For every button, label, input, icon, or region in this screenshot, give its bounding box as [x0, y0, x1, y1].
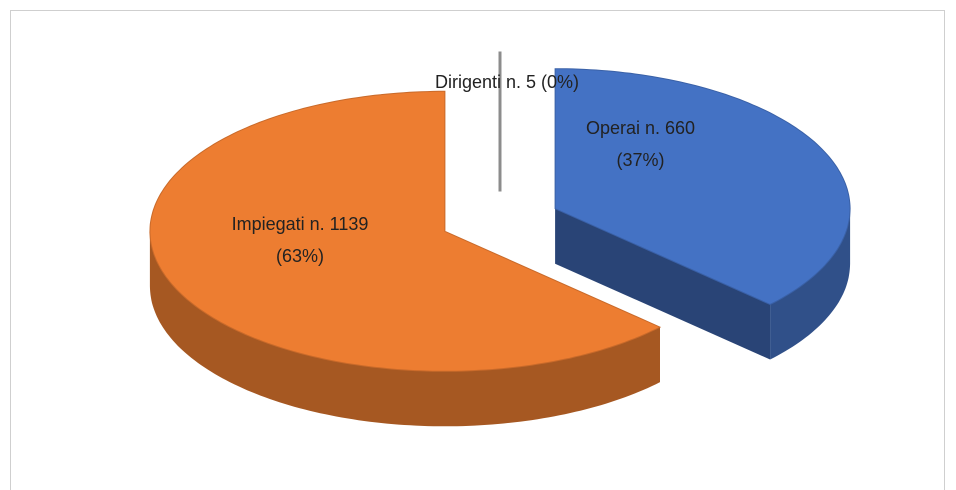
data-label: Operai n. 660 (37%) [585, 118, 696, 170]
data-label: Dirigenti n. 5 (0%) [434, 72, 580, 92]
slice [149, 90, 662, 372]
slice [554, 68, 851, 306]
slice-side [770, 208, 851, 360]
chart-frame [10, 10, 945, 490]
slice-wall [555, 208, 771, 360]
slice-side [149, 231, 660, 427]
data-label: Impiegati n. 1139 (63%) [231, 214, 369, 266]
